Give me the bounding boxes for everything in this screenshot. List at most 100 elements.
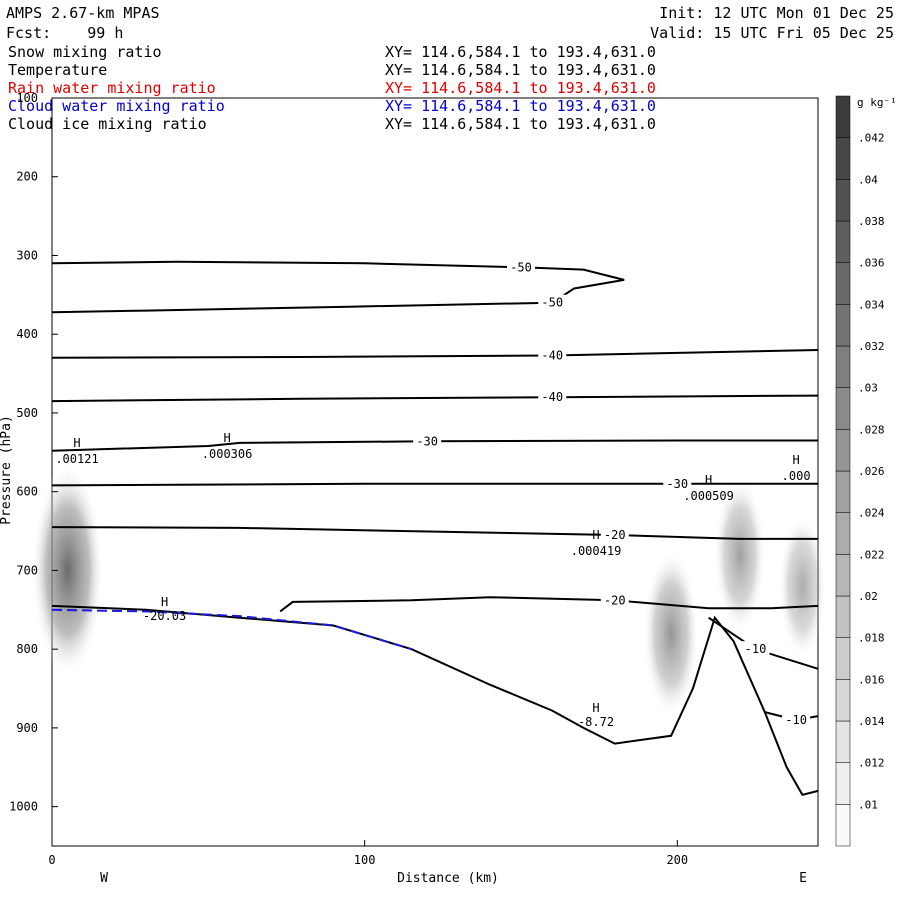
temp-contour-label-bg-9	[782, 712, 811, 727]
colorbar: g kg⁻¹ .01 .012 .014 .016 .018 .02 .022 .024 .026…	[835, 95, 897, 847]
field-name-3: Cloud water mixing ratio	[8, 97, 225, 115]
west-label: W	[100, 871, 108, 886]
temp-contour-label-bg-2	[538, 347, 567, 362]
colorbar-label-9: .028	[858, 423, 885, 436]
ice-max-marker-3: H	[592, 528, 599, 542]
init-time: Init: 12 UTC Mon 01 Dec 25	[659, 4, 894, 22]
ice-max-marker-0: H	[73, 436, 80, 450]
terrain-outline	[51, 604, 819, 796]
colorbar-label-8: .026	[858, 465, 885, 478]
y-tick-label-4: 500	[16, 406, 38, 420]
ice-max-value-2: .000509	[683, 489, 734, 503]
y-tick-label-1: 200	[16, 170, 38, 184]
colorbar-swatch-15	[835, 179, 851, 222]
axes: 100 200 300 400 500 600 700 800 900 1000 0 100 200	[9, 91, 688, 867]
x-tick-label-1: 100	[354, 853, 376, 867]
colorbar-swatch-8	[835, 470, 851, 513]
x-tick-label-2: 200	[666, 853, 688, 867]
temp-contour-1	[51, 278, 625, 314]
y-tick-label-8: 900	[16, 721, 38, 735]
y-tick-label-6: 700	[16, 563, 38, 577]
field-name-2: Rain water mixing ratio	[8, 79, 216, 97]
temp-contour-3	[51, 394, 819, 403]
colorbar-swatch-9	[835, 429, 851, 472]
field-name-0: Snow mixing ratio	[8, 43, 162, 61]
temp-contour-label-bg-1	[538, 294, 567, 309]
ice-max-value-0: .00121	[55, 452, 98, 466]
colorbar-swatch-12	[835, 304, 851, 347]
snow-maximum-1	[643, 549, 700, 718]
field-xy-4: XY= 114.6,584.1 to 193.4,631.0	[385, 115, 656, 133]
temp-contour-label-2: -40	[541, 348, 563, 362]
colorbar-swatch-7	[835, 512, 851, 555]
temp-contour-label-bg-6	[600, 526, 629, 541]
temperature-contours: -50 -50 -40 -40 -30 -30 -20 -20 -10 -10	[51, 259, 819, 727]
forecast-hour: Fcst: 99 h	[6, 24, 123, 42]
colorbar-swatch-4	[835, 637, 851, 680]
colorbar-swatch-0	[835, 804, 851, 847]
colorbar-label-2: .014	[858, 715, 885, 728]
colorbar-swatch-6	[835, 554, 851, 597]
temp-contour-label-3: -40	[541, 390, 563, 404]
field-name-1: Temperature	[8, 61, 107, 79]
temp-contour-5	[51, 482, 818, 487]
temp-contour-label-bg-3	[538, 389, 567, 404]
temp-contour-6	[51, 526, 818, 540]
field-legend: Snow mixing ratio XY= 114.6,584.1 to 193.…	[8, 43, 656, 133]
terrain-line	[51, 604, 819, 796]
plot-frame	[51, 97, 819, 847]
y-axis-title: Pressure (hPa)	[0, 415, 14, 525]
snow-maximum-2	[713, 476, 766, 634]
ice-max-marker-1: H	[223, 431, 230, 445]
colorbar-swatch-14	[835, 220, 851, 263]
y-tick-label-3: 400	[16, 327, 38, 341]
snow-maximum-3	[778, 513, 827, 659]
ice-max-marker-2: H	[705, 473, 712, 487]
cloud-water-contours	[51, 608, 412, 651]
colorbar-swatch-16	[835, 137, 851, 180]
field-xy-0: XY= 114.6,584.1 to 193.4,631.0	[385, 43, 656, 61]
snow-shading	[31, 464, 827, 718]
temp-contour-label-4: -30	[416, 434, 438, 448]
model-title: AMPS 2.67-km MPAS	[6, 4, 160, 22]
temp-contour-label-bg-4	[413, 433, 442, 448]
colorbar-label-16: .042	[858, 132, 885, 145]
y-tick-label-2: 300	[16, 248, 38, 262]
colorbar-swatch-13	[835, 262, 851, 305]
y-tick-label-7: 800	[16, 642, 38, 656]
ice-max-value-1: .000306	[202, 447, 253, 461]
temp-contour-label-5: -30	[666, 477, 688, 491]
colorbar-swatch-11	[835, 345, 851, 388]
field-xy-1: XY= 114.6,584.1 to 193.4,631.0	[385, 61, 656, 79]
colorbar-swatch-10	[835, 387, 851, 430]
temp-contour-7	[279, 596, 819, 613]
colorbar-label-4: .018	[858, 632, 885, 645]
cloud-water-line	[51, 608, 412, 651]
colorbar-swatch-1	[835, 762, 851, 805]
colorbar-unit: g kg⁻¹	[857, 96, 897, 109]
temp-contour-label-bg-7	[600, 592, 629, 607]
colorbar-label-1: .012	[858, 757, 885, 770]
ice-max-value-4: .000	[782, 469, 811, 483]
temp-extreme-marker-0: H	[161, 595, 168, 609]
colorbar-swatch-5	[835, 595, 851, 638]
colorbar-label-0: .01	[858, 798, 878, 811]
colorbar-swatch-2	[835, 720, 851, 763]
colorbar-label-14: .038	[858, 215, 885, 228]
snow-maximum-0	[31, 464, 104, 677]
extrema-markers: H.00121H.000306H.000509H.000419H.000H-20…	[55, 431, 810, 729]
colorbar-label-5: .02	[858, 590, 878, 603]
y-tick-label-9: 1000	[9, 800, 38, 814]
colorbar-swatch-17	[835, 95, 851, 138]
field-name-4: Cloud ice mixing ratio	[8, 115, 207, 133]
temp-contour-label-9: -10	[785, 713, 807, 727]
temp-extreme-value-0: -20.03	[143, 609, 186, 623]
temp-contour-label-bg-5	[663, 475, 692, 490]
ice-max-value-3: .000419	[571, 544, 622, 558]
temp-extreme-value-1: -8.72	[578, 715, 614, 729]
temp-contour-label-bg-0	[506, 259, 535, 274]
field-xy-2: XY= 114.6,584.1 to 193.4,631.0	[385, 79, 656, 97]
valid-time: Valid: 15 UTC Fri 05 Dec 25	[650, 24, 894, 42]
temp-contour-4	[51, 439, 818, 452]
